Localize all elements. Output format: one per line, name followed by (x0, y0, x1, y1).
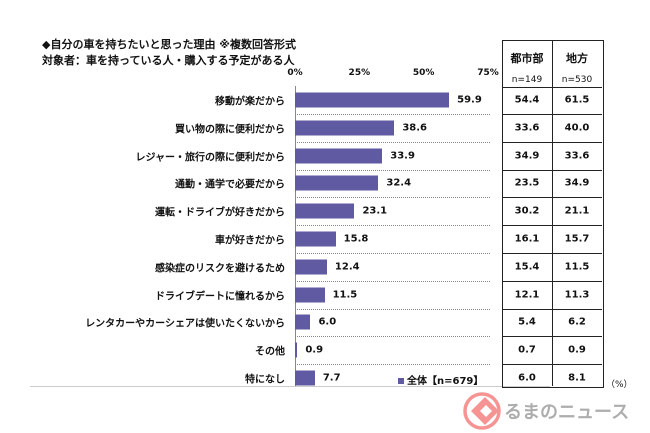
data-label: 11.5 (332, 289, 358, 301)
bar (295, 231, 336, 247)
gridline (295, 308, 490, 310)
category-label: 運転・ドライブが好きだから (155, 207, 285, 219)
table-header-line (502, 87, 602, 88)
bar (295, 148, 383, 164)
x-tick-label: 75% (477, 68, 499, 78)
data-label: 23.1 (362, 205, 388, 217)
bar (295, 287, 325, 303)
table-cell-rural: 11.3 (564, 289, 590, 301)
table-cell-rural: 15.7 (564, 233, 590, 245)
data-label: 6.0 (318, 316, 337, 328)
table-cell-urban: 30.2 (514, 205, 540, 217)
table-cell-rural: 6.2 (568, 316, 586, 328)
table-cell-rural: 33.6 (564, 150, 590, 162)
gridline (295, 141, 490, 143)
bar (295, 175, 379, 191)
table-cell-rural: 8.1 (568, 372, 586, 384)
unit-label: （%） (606, 380, 633, 390)
bar (295, 120, 395, 136)
category-label: レンタカーやカーシェアは使いたくないから (85, 318, 285, 330)
x-tick-label: 25% (348, 68, 371, 78)
data-label: 12.4 (334, 261, 360, 273)
table-cell-rural: 34.9 (564, 177, 590, 189)
gridline (295, 197, 490, 199)
gridline (295, 336, 490, 338)
bar (295, 314, 311, 330)
table-divider (552, 40, 553, 386)
category-label: レジャー・旅行の際に便利だから (135, 152, 286, 164)
table-row-line (502, 308, 602, 310)
table-row-line (502, 113, 602, 115)
legend: 全体【n=679】 (398, 372, 483, 387)
table-n-rural: n=530 (561, 75, 593, 85)
table-row-line (502, 197, 602, 199)
bar (295, 259, 327, 275)
plot-area (30, 88, 550, 387)
table-cell-urban: 23.5 (514, 177, 540, 189)
legend-label: 全体【n=679】 (407, 376, 484, 387)
category-label: 移動が楽だから (215, 96, 285, 108)
bar (295, 342, 298, 358)
table-row-line (502, 169, 602, 171)
data-label: 38.6 (402, 122, 428, 134)
table-header-rural: 地方 (566, 52, 588, 65)
category-label: 感染症のリスクを避けるため (155, 263, 285, 275)
table-cell-urban: 6.0 (518, 372, 536, 384)
table-cell-rural: 0.9 (568, 344, 586, 356)
table-cell-urban: 0.7 (518, 344, 536, 356)
table-cell-urban: 33.6 (514, 122, 540, 134)
bar (295, 203, 355, 219)
data-label: 15.8 (343, 233, 369, 245)
table-row-line (502, 141, 602, 143)
category-label: 車が好きだから (215, 235, 285, 247)
gridline (295, 364, 490, 366)
table-header-urban: 都市部 (510, 52, 544, 65)
table-cell-rural: 40.0 (564, 122, 590, 134)
data-label: 32.4 (386, 177, 412, 189)
table-cell-urban: 15.4 (514, 261, 540, 273)
gridline (295, 252, 490, 254)
table-n-urban: n=149 (511, 75, 543, 85)
legend-swatch (398, 378, 404, 384)
data-label: 33.9 (390, 150, 415, 162)
svg-text:るまのニュース: るまのニュース (504, 402, 629, 423)
table-row-line (502, 280, 602, 282)
table-cell-rural: 61.5 (564, 94, 590, 106)
table-row-line (502, 364, 602, 366)
x-tick-label: 50% (412, 68, 435, 78)
category-label: 買い物の際に便利だから (175, 124, 285, 136)
table-row-line (502, 336, 602, 338)
table-cell-urban: 54.4 (514, 94, 540, 106)
table-cell-urban: 34.9 (514, 150, 540, 162)
bar (295, 92, 450, 108)
bar (295, 370, 315, 386)
gridline (295, 280, 490, 282)
table-row-line (502, 252, 602, 254)
kurumano-news-logo: るまのニュース (463, 392, 629, 430)
chart-title: ◆自分の車を持ちたいと思った理由 ※複数回答形式 (42, 38, 296, 51)
category-label: 通勤・通学で必要だから (175, 179, 285, 191)
table-cell-rural: 11.5 (564, 261, 590, 273)
category-label: 特になし (245, 374, 285, 386)
gridline (295, 113, 490, 115)
table-cell-urban: 5.4 (518, 316, 536, 328)
chart-subtitle: 対象者：車を持っている人・購入する予定がある人 (42, 54, 295, 67)
gridline (295, 225, 490, 227)
table-row-line (502, 225, 602, 227)
category-label: ドライブデートに憧れるから (155, 291, 285, 303)
table-cell-rural: 21.1 (564, 205, 590, 217)
data-label: 59.9 (457, 94, 482, 106)
gridline (295, 169, 490, 171)
category-label: その他 (255, 346, 285, 358)
table-cell-urban: 12.1 (514, 289, 540, 301)
breakdown-table (502, 40, 604, 388)
data-label: 7.7 (322, 372, 341, 384)
data-label: 0.9 (305, 344, 324, 356)
x-tick-label: 0% (287, 68, 303, 78)
table-cell-urban: 16.1 (514, 233, 540, 245)
